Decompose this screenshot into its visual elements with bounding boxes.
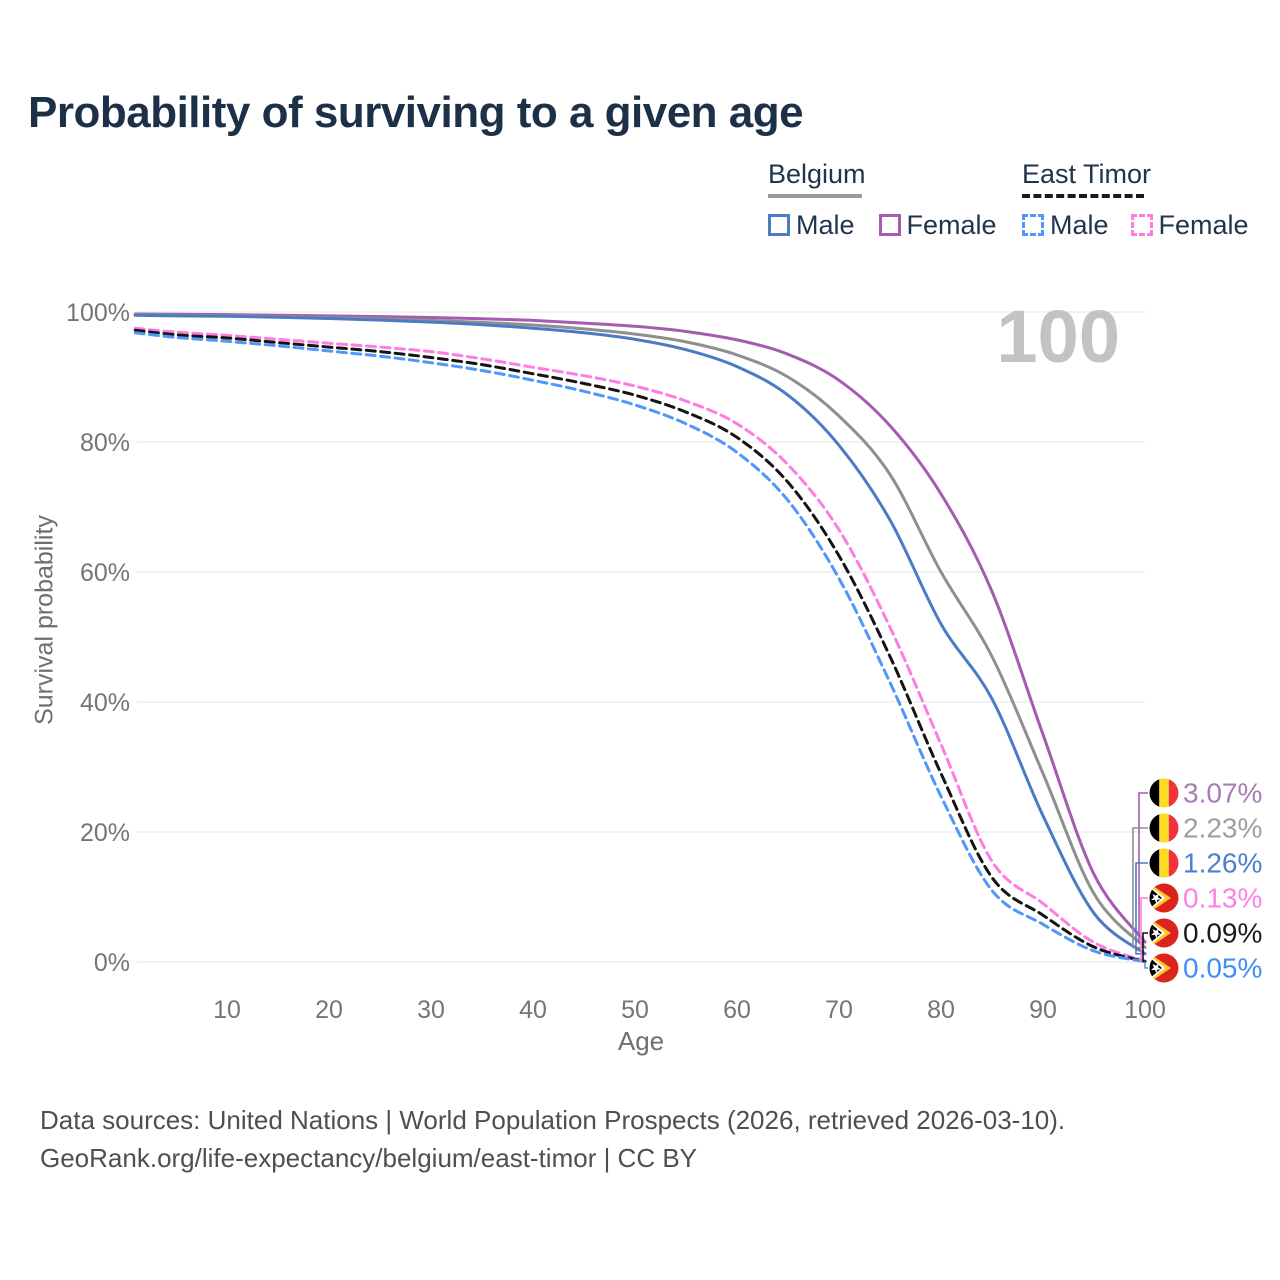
x-tick-label: 90	[1029, 996, 1057, 1024]
footer: Data sources: United Nations | World Pop…	[40, 1102, 1065, 1177]
belgium-flag-icon	[1149, 778, 1179, 808]
end-label-value: 0.09%	[1183, 918, 1262, 949]
belgium-flag-icon	[1149, 848, 1179, 878]
east-timor-flag-icon	[1149, 953, 1179, 983]
legend-group-belgium: Belgium Male Female	[768, 159, 997, 241]
east-timor-flag-icon	[1149, 883, 1179, 913]
x-tick-label: 10	[213, 996, 241, 1024]
x-axis-title: Age	[617, 1026, 665, 1056]
east-timor-flag-icon	[1149, 918, 1179, 948]
y-tick-label: 40%	[80, 689, 130, 717]
curve-belgium-both[interactable]	[133, 313, 1147, 949]
legend-label-belgium-male[interactable]: Male	[796, 209, 855, 240]
end-label-value: 3.07%	[1183, 778, 1262, 809]
y-tick-label: 100%	[66, 299, 130, 327]
x-tick-label: 80	[927, 996, 955, 1024]
legend-belgium-solid-line-swatch	[768, 193, 862, 198]
legend-swatch-belgium-female[interactable]	[878, 214, 901, 237]
y-tick-label: 60%	[80, 559, 130, 587]
hover-age-watermark: 100	[997, 295, 1120, 378]
legend-belgium-title: Belgium	[768, 159, 866, 189]
curve-belgium-female[interactable]	[133, 312, 1147, 944]
end-label-value: 0.13%	[1183, 883, 1262, 914]
legend-label-belgium-female[interactable]: Female	[906, 209, 997, 240]
legend-group-east-timor: East Timor Male Female	[1022, 159, 1249, 241]
legend-east-timor-title: East Timor	[1022, 159, 1152, 189]
x-tick-label: 60	[723, 996, 751, 1024]
legend-label-east-timor-male[interactable]: Male	[1050, 209, 1109, 240]
belgium-flag-icon	[1149, 813, 1179, 843]
legend-swatch-east-timor-male[interactable]	[1022, 214, 1044, 237]
curve-east-timor-both[interactable]	[133, 328, 1147, 963]
curve-east-timor-male[interactable]	[133, 331, 1147, 964]
legend-label-east-timor-female[interactable]: Female	[1158, 209, 1249, 240]
end-label-connector	[1138, 792, 1148, 943]
end-label-connector	[1132, 827, 1148, 949]
end-label-value: 0.05%	[1183, 953, 1262, 984]
end-label-connector	[1142, 932, 1148, 963]
x-tick-label: 20	[315, 996, 343, 1024]
x-tick-label: 30	[417, 996, 445, 1024]
curve-belgium-male[interactable]	[133, 313, 1147, 956]
x-tick-label: 100	[1124, 996, 1166, 1024]
x-tick-label: 70	[825, 996, 853, 1024]
end-label-connector	[1144, 961, 1148, 969]
y-tick-label: 20%	[80, 819, 130, 847]
legend-east-timor-dashed-line-swatch	[1022, 193, 1144, 198]
y-tick-label: 0%	[94, 949, 130, 977]
page-title: Probability of surviving to a given age	[28, 88, 804, 137]
footer-attribution: GeoRank.org/life-expectancy/belgium/east…	[40, 1142, 698, 1173]
legend-swatch-east-timor-female[interactable]	[1130, 214, 1153, 237]
legend-swatch-belgium-male[interactable]	[768, 214, 790, 237]
x-tick-label: 40	[519, 996, 547, 1024]
y-tick-label: 80%	[80, 429, 130, 457]
footer-data-sources: Data sources: United Nations | World Pop…	[40, 1105, 1066, 1135]
end-label-value: 1.26%	[1183, 848, 1262, 879]
curve-east-timor-female[interactable]	[133, 326, 1147, 963]
end-label-value: 2.23%	[1183, 813, 1262, 844]
y-axis-title: Survival probability	[30, 515, 59, 725]
x-tick-label: 50	[621, 996, 649, 1024]
